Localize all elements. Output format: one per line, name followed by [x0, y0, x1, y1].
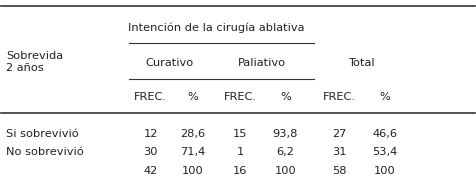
Text: FREC.: FREC.	[323, 92, 356, 102]
Text: 100: 100	[275, 166, 296, 176]
Text: 6,2: 6,2	[277, 147, 294, 157]
Text: FREC.: FREC.	[134, 92, 167, 102]
Text: 12: 12	[143, 129, 158, 139]
Text: Paliativo: Paliativo	[238, 58, 286, 68]
Text: %: %	[280, 92, 291, 102]
Text: 53,4: 53,4	[372, 147, 397, 157]
Text: 30: 30	[143, 147, 158, 157]
Text: 31: 31	[333, 147, 347, 157]
Text: %: %	[188, 92, 198, 102]
Text: Curativo: Curativo	[145, 58, 194, 68]
Text: Total: Total	[348, 58, 374, 68]
Text: Si sobrevivió: Si sobrevivió	[6, 129, 79, 139]
Text: 71,4: 71,4	[180, 147, 206, 157]
Text: 46,6: 46,6	[372, 129, 397, 139]
Text: 58: 58	[333, 166, 347, 176]
Text: Intención de la cirugía ablativa: Intención de la cirugía ablativa	[129, 22, 305, 33]
Text: 100: 100	[374, 166, 396, 176]
Text: FREC.: FREC.	[224, 92, 257, 102]
Text: 16: 16	[233, 166, 248, 176]
Text: 27: 27	[333, 129, 347, 139]
Text: 93,8: 93,8	[273, 129, 298, 139]
Text: 100: 100	[182, 166, 204, 176]
Text: Sobrevida
2 años: Sobrevida 2 años	[6, 52, 63, 73]
Text: 15: 15	[233, 129, 248, 139]
Text: %: %	[379, 92, 390, 102]
Text: 42: 42	[143, 166, 158, 176]
Text: No sobrevivió: No sobrevivió	[6, 147, 84, 157]
Text: 1: 1	[237, 147, 244, 157]
Text: 28,6: 28,6	[180, 129, 206, 139]
